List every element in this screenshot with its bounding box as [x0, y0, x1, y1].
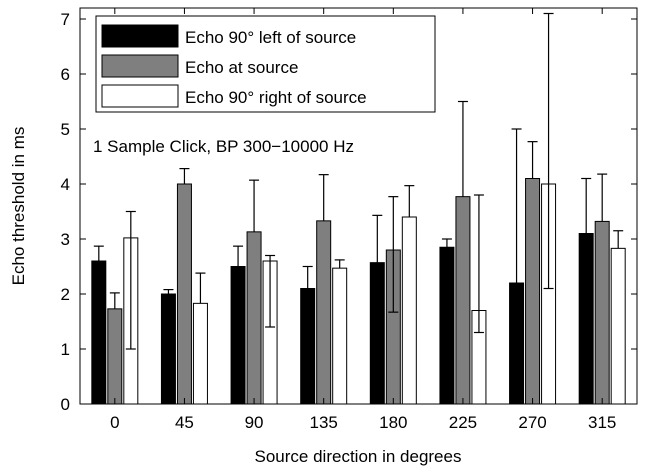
- bar-series2-45: [192, 302, 208, 405]
- bar-series2-315: [610, 247, 626, 405]
- error-bar-series2-90: [265, 254, 276, 328]
- bar-series2-135: [332, 267, 348, 405]
- error-bar-series0-0: [93, 245, 104, 261]
- x-tick-label: 315: [588, 413, 616, 432]
- error-bar-series1-270: [527, 141, 538, 179]
- x-tick-label: 225: [449, 413, 477, 432]
- legend-label-right: Echo 90° right of source: [185, 88, 367, 107]
- error-bar-series0-90: [233, 245, 244, 267]
- error-bar-series2-225: [473, 194, 484, 334]
- error-bar-series1-45: [179, 168, 190, 184]
- error-bar-series1-135: [318, 174, 329, 221]
- x-tick-label: 180: [379, 413, 407, 432]
- y-tick-label: 4: [61, 175, 70, 194]
- error-bar-series0-180: [372, 214, 383, 263]
- error-bar-series0-225: [441, 238, 452, 248]
- legend-swatch-right: [101, 84, 179, 108]
- legend: Echo 90° left of source Echo at source E…: [95, 15, 436, 113]
- bar-series1-0: [107, 308, 123, 405]
- error-bar-series2-180: [404, 185, 415, 217]
- error-bar-series2-270: [543, 12, 554, 290]
- error-bar-series1-90: [249, 179, 260, 232]
- bar-series0-45: [160, 293, 176, 405]
- y-tick-label: 2: [61, 285, 70, 304]
- bar-series0-0: [91, 260, 107, 405]
- error-bar-series2-45: [195, 272, 206, 304]
- error-bar-series0-315: [581, 177, 592, 234]
- legend-label-at-source: Echo at source: [185, 58, 298, 77]
- error-bar-series1-315: [597, 173, 608, 222]
- bar-series1-135: [316, 220, 332, 405]
- y-tick-label: 3: [61, 230, 70, 249]
- chart-annotation: 1 Sample Click, BP 300−10000 Hz: [93, 137, 354, 156]
- plot-frame: [79, 7, 638, 405]
- error-bar-series2-0: [125, 210, 136, 350]
- error-bars-layer: [93, 12, 624, 350]
- bar-series2-180: [401, 216, 417, 405]
- error-bar-series1-225: [457, 100, 468, 197]
- x-tick-label: 135: [310, 413, 338, 432]
- legend-label-left: Echo 90° left of source: [185, 28, 356, 47]
- bar-series0-270: [509, 282, 525, 405]
- bar-series1-45: [176, 183, 192, 405]
- bar-series0-315: [578, 233, 594, 405]
- bar-series0-90: [230, 266, 246, 405]
- bar-series0-225: [439, 246, 455, 405]
- bar-series1-315: [594, 220, 610, 405]
- bar-series0-135: [300, 288, 316, 405]
- error-bar-series0-45: [163, 289, 174, 294]
- y-tick-label: 0: [61, 395, 70, 414]
- y-tick-label: 7: [61, 10, 70, 29]
- x-tick-label: 90: [245, 413, 264, 432]
- x-tick-label: 0: [110, 413, 119, 432]
- error-bar-series2-315: [613, 230, 624, 249]
- bar-series1-90: [246, 231, 262, 405]
- x-axis-label: Source direction in degrees: [255, 447, 462, 466]
- y-tick-label: 6: [61, 65, 70, 84]
- error-bar-series1-180: [388, 196, 399, 313]
- error-bar-series2-135: [334, 259, 345, 269]
- bar-series1-270: [525, 178, 541, 405]
- y-tick-label: 1: [61, 340, 70, 359]
- y-axis-label: Echo threshold in ms: [9, 127, 28, 286]
- y-tick-label: 5: [61, 120, 70, 139]
- x-tick-label: 270: [518, 413, 546, 432]
- x-tick-label: 45: [175, 413, 194, 432]
- legend-swatch-at-source: [101, 54, 179, 78]
- error-bar-series0-135: [302, 265, 313, 289]
- error-bar-series0-270: [511, 128, 522, 283]
- legend-swatch-left: [101, 24, 179, 48]
- bar-series0-180: [369, 262, 385, 405]
- error-bar-series1-0: [109, 292, 120, 309]
- bar-series1-225: [455, 196, 471, 405]
